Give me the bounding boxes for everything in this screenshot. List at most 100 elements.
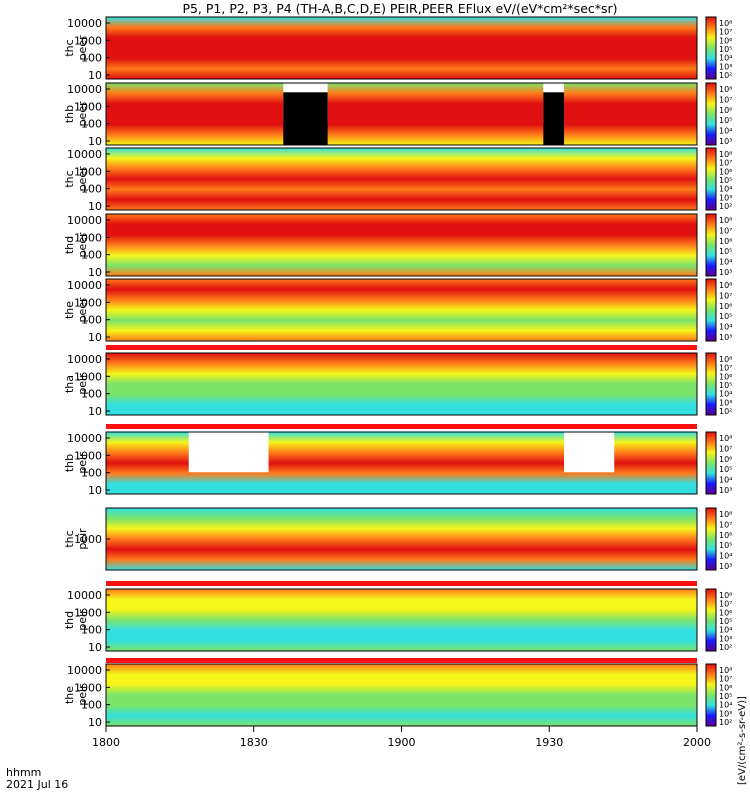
colorbar-tick-label: 10⁷ <box>719 291 732 300</box>
colorbar-tick-label: 10⁵ <box>719 692 732 701</box>
quality-flag-bar-1 <box>106 424 697 429</box>
y-tick-label: 10000 <box>67 17 102 30</box>
y-tick-label: 1000 <box>74 34 102 47</box>
panel-5: 10000 1000 100 10 tha peir 10⁸10⁷10⁶10⁵10⁴10³1… <box>63 352 732 418</box>
y-tick-label: 1000 <box>74 681 102 694</box>
y-axis-label-probe: thc <box>63 170 76 187</box>
y-axis-label-product: peir <box>76 452 89 474</box>
y-tick-label: 10 <box>88 69 102 82</box>
colorbar-tick-label: 10⁶ <box>719 608 732 617</box>
panel-frame <box>105 82 698 146</box>
y-axis-label-probe: tha <box>63 375 76 393</box>
colorbar-tick-label: 10³ <box>719 398 732 407</box>
spectrogram-7 <box>106 508 697 570</box>
colorbar-unit-label: [eV/(cm²-s-sr-eV)] <box>737 696 748 785</box>
quality-flag-bar-0 <box>106 345 697 350</box>
colorbar-tick-label: 10⁴ <box>719 626 732 635</box>
colorbar-tick-label: 10³ <box>719 268 732 277</box>
colorbar-tick-label: 10³ <box>719 709 732 718</box>
colorbar-tick-label: 10⁸ <box>719 150 732 159</box>
colorbar-tick-label: 10⁶ <box>719 455 732 464</box>
colorbar-tick-label: 10⁸ <box>719 85 732 94</box>
colorbar <box>705 507 717 571</box>
time-axis: hhmm 2021 Jul 16 1800 1830 1900 1930 2000 <box>6 726 711 791</box>
y-tick-label: 10000 <box>67 664 102 677</box>
colorbar-tick-label: 10⁶ <box>719 36 732 45</box>
colorbar-tick-label: 10³ <box>719 634 732 643</box>
time-axis-label-hhmm: hhmm <box>6 766 41 779</box>
colorbar-tick-label: 10⁶ <box>719 302 732 311</box>
panel-frame <box>105 16 698 80</box>
colorbar-tick-label: 10⁷ <box>719 28 732 37</box>
colorbar-tick-label: 10⁷ <box>719 600 732 609</box>
y-axis-label-product: peer <box>76 166 89 192</box>
colorbar-tick-label: 10⁸ <box>719 19 732 28</box>
panel-frame <box>105 278 698 342</box>
colorbar-tick-label: 10⁵ <box>719 465 732 474</box>
y-tick-label: 1000 <box>74 165 102 178</box>
y-tick-label: 100 <box>81 699 102 712</box>
y-tick-label: 10 <box>88 405 102 418</box>
y-tick-label: 1000 <box>74 296 102 309</box>
y-axis-label-product: peir <box>76 684 89 706</box>
y-axis-label-product: peer <box>76 35 89 61</box>
colorbar-tick-label: 10⁸ <box>719 591 732 600</box>
panel-frame <box>105 147 698 211</box>
panel-2: 10000 1000 100 10 thc peer 10⁸10⁷10⁶10⁵10⁴10³1… <box>63 147 732 213</box>
colorbar-tick-label: 10² <box>719 407 732 416</box>
colorbar-tick-label: 10⁶ <box>719 683 732 692</box>
y-tick-label: 100 <box>81 183 102 196</box>
panel-0: 10000 1000 100 10 thc peer 10⁸10⁷10⁶10⁵10⁴10³1… <box>63 16 732 82</box>
spectrogram-9 <box>106 664 697 726</box>
spectrogram-8 <box>106 589 697 651</box>
panel-frame <box>105 588 698 652</box>
colorbar-tick-label: 10⁴ <box>719 390 732 399</box>
y-tick-label: 10 <box>88 641 102 654</box>
colorbar-tick-label: 10⁷ <box>719 95 732 104</box>
spectrogram-2 <box>106 148 697 210</box>
colorbar <box>705 147 717 211</box>
colorbar-tick-label: 10³ <box>719 333 732 342</box>
colorbar-tick-label: 10⁵ <box>719 247 732 256</box>
colorbar-tick-label: 10⁸ <box>719 281 732 290</box>
y-tick-label: 10 <box>88 200 102 213</box>
fill-block-0 <box>283 92 328 145</box>
colorbar-tick-label: 10⁴ <box>719 258 732 267</box>
time-tick-label: 2000 <box>683 736 711 749</box>
colorbar-tick-label: 10⁴ <box>719 185 732 194</box>
y-axis-label-probe: thb <box>63 105 76 123</box>
fill-block-1 <box>543 92 565 145</box>
colorbar-tick-label: 10⁴ <box>719 701 732 710</box>
y-tick-label: 1000 <box>74 100 102 113</box>
colorbar-tick-label: 10⁵ <box>719 312 732 321</box>
y-axis-label-product: peer <box>76 101 89 127</box>
y-tick-label: 1000 <box>74 533 102 546</box>
colorbar-tick-label: 10² <box>719 71 732 80</box>
colorbar-tick-label: 10⁷ <box>719 444 732 453</box>
y-axis-label-probe: the <box>63 301 76 319</box>
time-tick-label: 1900 <box>388 736 416 749</box>
colorbar-tick-label: 10⁸ <box>719 434 732 443</box>
colorbar-tick-label: 10⁴ <box>719 476 732 485</box>
y-tick-label: 10000 <box>67 148 102 161</box>
y-tick-label: 1000 <box>74 231 102 244</box>
y-tick-label: 10 <box>88 484 102 497</box>
y-tick-label: 1000 <box>74 370 102 383</box>
colorbar-tick-label: 10⁶ <box>719 372 732 381</box>
panel-frame <box>105 213 698 277</box>
spectrogram-4 <box>106 279 697 341</box>
colorbar-tick-label: 10⁴ <box>719 54 732 63</box>
colorbar-tick-label: 10³ <box>719 62 732 71</box>
quality-flag-bar-2 <box>106 581 697 586</box>
colorbar <box>705 431 717 495</box>
time-tick-label: 1830 <box>240 736 268 749</box>
y-tick-label: 10000 <box>67 214 102 227</box>
y-axis-label-probe: thc <box>63 39 76 56</box>
spectrogram-1 <box>106 83 697 145</box>
data-gap-0 <box>188 432 269 473</box>
panel-frame <box>105 431 698 495</box>
